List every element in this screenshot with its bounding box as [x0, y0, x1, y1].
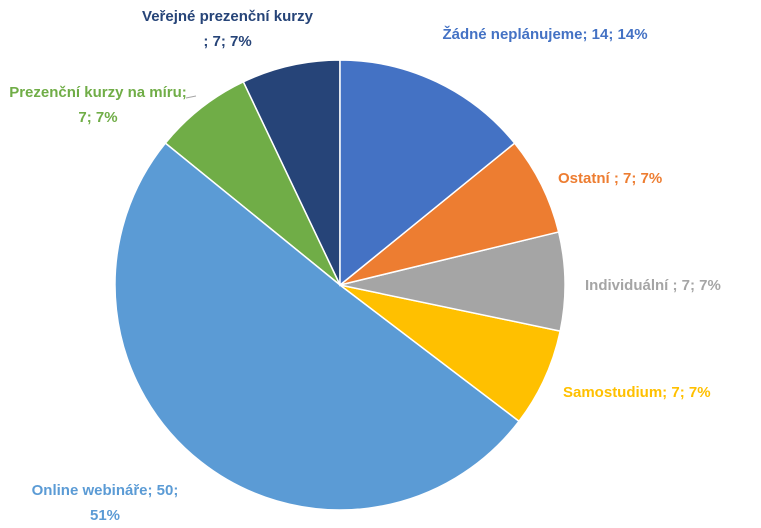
category-label: Prezenční kurzy na míru; [9, 84, 187, 101]
value-label: 7; 7% [671, 384, 711, 401]
value-label: 7; 7% [623, 170, 663, 187]
leader-line [185, 95, 197, 99]
data-label: Samostudium; 7; 7% [563, 380, 758, 405]
value-label: 7; 7% [78, 109, 118, 126]
data-label: Veřejné prezenční kurzy ; 7; 7% [140, 4, 315, 54]
value-label: 50; 51% [89, 482, 179, 524]
category-label: Veřejné prezenční kurzy ; [142, 8, 313, 50]
data-label: Žádné neplánujeme; 14; 14% [440, 22, 650, 47]
category-label: Individuální ; [585, 277, 678, 294]
pie-slice [114, 142, 521, 511]
value-label: 7; 7% [681, 277, 721, 294]
value-label: 7; 7% [212, 33, 252, 50]
data-label: Individuální ; 7; 7% [585, 273, 760, 298]
data-label: Ostatní ; 7; 7% [558, 166, 758, 191]
pie-slice [339, 59, 516, 287]
value-label: 14; 14% [591, 26, 648, 43]
data-label: Online webináře; 50; 51% [15, 478, 195, 528]
data-label: Prezenční kurzy na míru; 7; 7% [8, 80, 188, 130]
category-label: Online webináře; [31, 482, 153, 499]
category-label: Ostatní ; [558, 170, 619, 187]
category-label: Žádné neplánujeme; [442, 26, 588, 43]
category-label: Samostudium; [563, 384, 668, 401]
